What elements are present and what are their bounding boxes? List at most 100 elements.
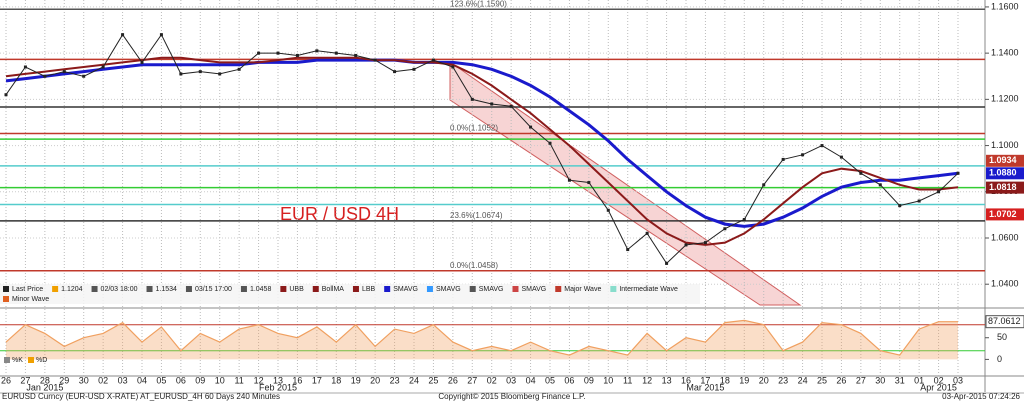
legend-swatch — [3, 296, 9, 302]
price-point — [937, 190, 941, 194]
price-point — [159, 33, 163, 37]
legend-swatch — [3, 286, 9, 292]
y-tick-label: 1.0600 — [991, 232, 1019, 242]
footer-right: 03-Apr-2015 07:24:26 — [942, 392, 1020, 401]
price-point — [548, 141, 552, 145]
x-tick-label: 25 — [428, 375, 438, 385]
x-tick-label: 03 — [506, 375, 516, 385]
osc-legend-swatch — [4, 357, 10, 363]
legend-label: 03/15 17:00 — [195, 286, 232, 293]
y-tick-label: 1.1600 — [991, 1, 1019, 11]
price-point — [703, 241, 707, 245]
month-label: Feb 2015 — [259, 382, 297, 392]
price-point — [140, 60, 144, 64]
osc-marker-label: 87.0612 — [988, 316, 1021, 326]
legend-label: UBB — [289, 286, 304, 293]
osc-tick-label: 50 — [997, 332, 1007, 342]
price-marker-label: 1.0934 — [989, 155, 1017, 165]
legend-swatch — [52, 286, 59, 292]
price-marker-label: 1.0880 — [989, 168, 1017, 178]
price-point — [393, 70, 397, 74]
x-tick-label: 24 — [409, 375, 419, 385]
x-tick-label: 02 — [98, 375, 108, 385]
x-tick-label: 11 — [623, 375, 632, 385]
x-tick-label: 26 — [836, 375, 846, 385]
x-tick-label: 17 — [312, 375, 322, 385]
x-tick-label: 05 — [156, 375, 166, 385]
legend-box — [0, 284, 700, 304]
x-tick-label: 11 — [234, 375, 243, 385]
x-tick-label: 26 — [448, 375, 458, 385]
month-label: Mar 2015 — [686, 382, 724, 392]
price-point — [898, 204, 902, 208]
legend-swatch — [426, 286, 433, 292]
price-point — [179, 72, 183, 76]
price-point — [295, 53, 299, 57]
price-point — [684, 243, 688, 247]
x-tick-label: 29 — [59, 375, 69, 385]
x-tick-label: 27 — [467, 375, 477, 385]
price-point — [315, 49, 319, 53]
x-tick-label: 31 — [895, 375, 905, 385]
x-tick-label: 05 — [545, 375, 555, 385]
y-tick-label: 1.1000 — [991, 140, 1019, 150]
price-marker — [986, 181, 1024, 194]
x-tick-label: 27 — [856, 375, 866, 385]
x-tick-label: 18 — [331, 375, 341, 385]
price-point — [257, 51, 261, 55]
x-tick-label: 10 — [215, 375, 225, 385]
legend-swatch — [240, 286, 247, 292]
price-point — [839, 155, 843, 159]
osc-legend-label: %K — [12, 357, 23, 364]
legend-swatch — [146, 286, 153, 292]
x-tick-label: 02 — [934, 375, 944, 385]
x-tick-label: 02 — [487, 375, 497, 385]
x-tick-label: 16 — [681, 375, 691, 385]
price-marker-label: 1.0702 — [989, 209, 1017, 219]
x-tick-label: 30 — [875, 375, 885, 385]
price-point — [101, 65, 105, 69]
level-label: 23.6%(1.0674) — [450, 211, 503, 220]
x-tick-label: 27 — [20, 375, 30, 385]
legend-label: 1.1534 — [156, 286, 178, 293]
price-point — [820, 144, 824, 148]
price-point — [218, 72, 222, 76]
price-point — [665, 261, 669, 265]
legend-label: BollMA — [322, 286, 345, 293]
price-point — [587, 181, 591, 185]
price-point — [276, 51, 280, 55]
legend-swatch — [610, 286, 617, 292]
moving-average — [5, 56, 959, 246]
legend-swatch — [384, 286, 391, 292]
x-tick-label: 24 — [798, 375, 808, 385]
price-point — [742, 218, 746, 222]
price-point — [43, 74, 47, 78]
price-point — [373, 58, 377, 62]
price-point — [412, 67, 416, 71]
x-tick-label: 25 — [817, 375, 827, 385]
price-point — [626, 248, 630, 252]
legend-swatch — [469, 286, 476, 292]
price-marker — [986, 208, 1024, 221]
price-point — [198, 70, 202, 74]
price-marker — [986, 154, 1024, 167]
x-tick-label: 09 — [584, 375, 594, 385]
legend-label: SMAVG — [521, 286, 546, 293]
x-tick-label: 20 — [759, 375, 769, 385]
x-tick-label: 10 — [603, 375, 613, 385]
x-tick-label: 19 — [739, 375, 749, 385]
x-tick-label: 03 — [118, 375, 128, 385]
x-tick-label: 23 — [778, 375, 788, 385]
x-tick-label: 01 — [914, 375, 924, 385]
x-tick-label: 13 — [273, 375, 283, 385]
price-line — [5, 33, 959, 265]
price-point — [509, 104, 513, 108]
legend-swatch — [512, 286, 519, 292]
price-marker — [986, 167, 1024, 180]
footer-center: Copyright© 2015 Bloomberg Finance L.P. — [438, 392, 585, 401]
price-point — [878, 183, 882, 187]
x-tick-label: 03 — [953, 375, 963, 385]
legend-label: Last Price — [12, 286, 43, 293]
